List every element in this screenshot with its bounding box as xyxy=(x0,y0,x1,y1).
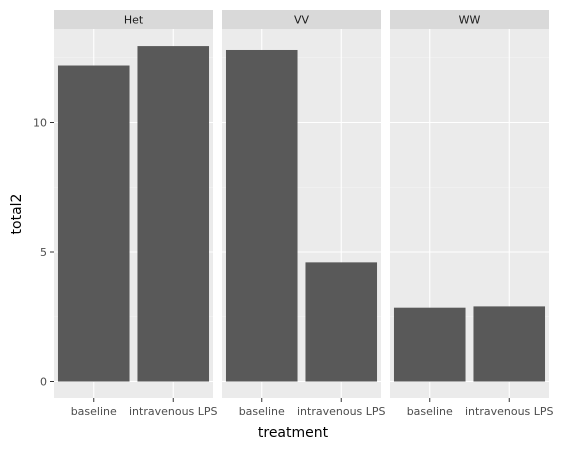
facet-strip xyxy=(222,10,381,29)
bar-vv-1 xyxy=(225,49,298,382)
x-tick-label: intravenous LPS xyxy=(129,405,218,418)
y-tick-label: 10 xyxy=(33,117,47,130)
x-tick-label: baseline xyxy=(71,405,117,418)
facet-panel-ww: WW baseline intravenous LPS xyxy=(390,10,554,418)
x-tick-label: baseline xyxy=(239,405,285,418)
y-tick-label: 5 xyxy=(40,246,47,259)
facet-strip xyxy=(54,10,213,29)
x-tick-label: intravenous LPS xyxy=(465,405,554,418)
bar-het-1 xyxy=(57,65,130,382)
facet-panel-het: Het baseline intravenous LPS xyxy=(54,10,218,418)
facet-panel-vv: VV baseline intravenous LPS xyxy=(222,10,386,418)
y-axis: 0 5 10 xyxy=(33,117,54,389)
facet-label: WW xyxy=(459,14,481,27)
facet-panels: Het baseline intravenous LPS VV baseline intr… xyxy=(54,10,554,418)
x-axis-title: treatment xyxy=(258,425,329,441)
bar-ww-1 xyxy=(393,307,466,382)
bar-vv-2 xyxy=(305,262,378,382)
bar-ww-2 xyxy=(473,306,546,382)
facet-label: VV xyxy=(294,14,310,27)
facet-label: Het xyxy=(124,14,144,27)
facet-strip xyxy=(390,10,549,29)
x-tick-label: intravenous LPS xyxy=(297,405,386,418)
x-tick-label: baseline xyxy=(407,405,453,418)
y-tick-label: 0 xyxy=(40,376,47,389)
bar-het-2 xyxy=(137,46,210,382)
y-axis-title: total2 xyxy=(9,194,25,235)
